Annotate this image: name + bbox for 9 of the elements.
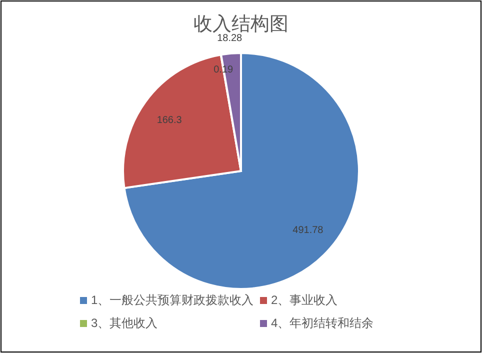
chart-title: 收入结构图 [194,14,288,35]
data-label: 18.28 [217,32,243,44]
data-label: 166.3 [156,115,182,126]
legend-label: 3、其他收入 [91,316,158,330]
data-label: 491.78 [292,224,324,236]
data-label: 0.19 [214,64,234,76]
legend-label: 4、年初结转和结余 [271,316,374,330]
legend-label: 1、一般公共预算财政拨款收入 [91,293,254,307]
legend-label: 2、事业收入 [271,293,338,307]
